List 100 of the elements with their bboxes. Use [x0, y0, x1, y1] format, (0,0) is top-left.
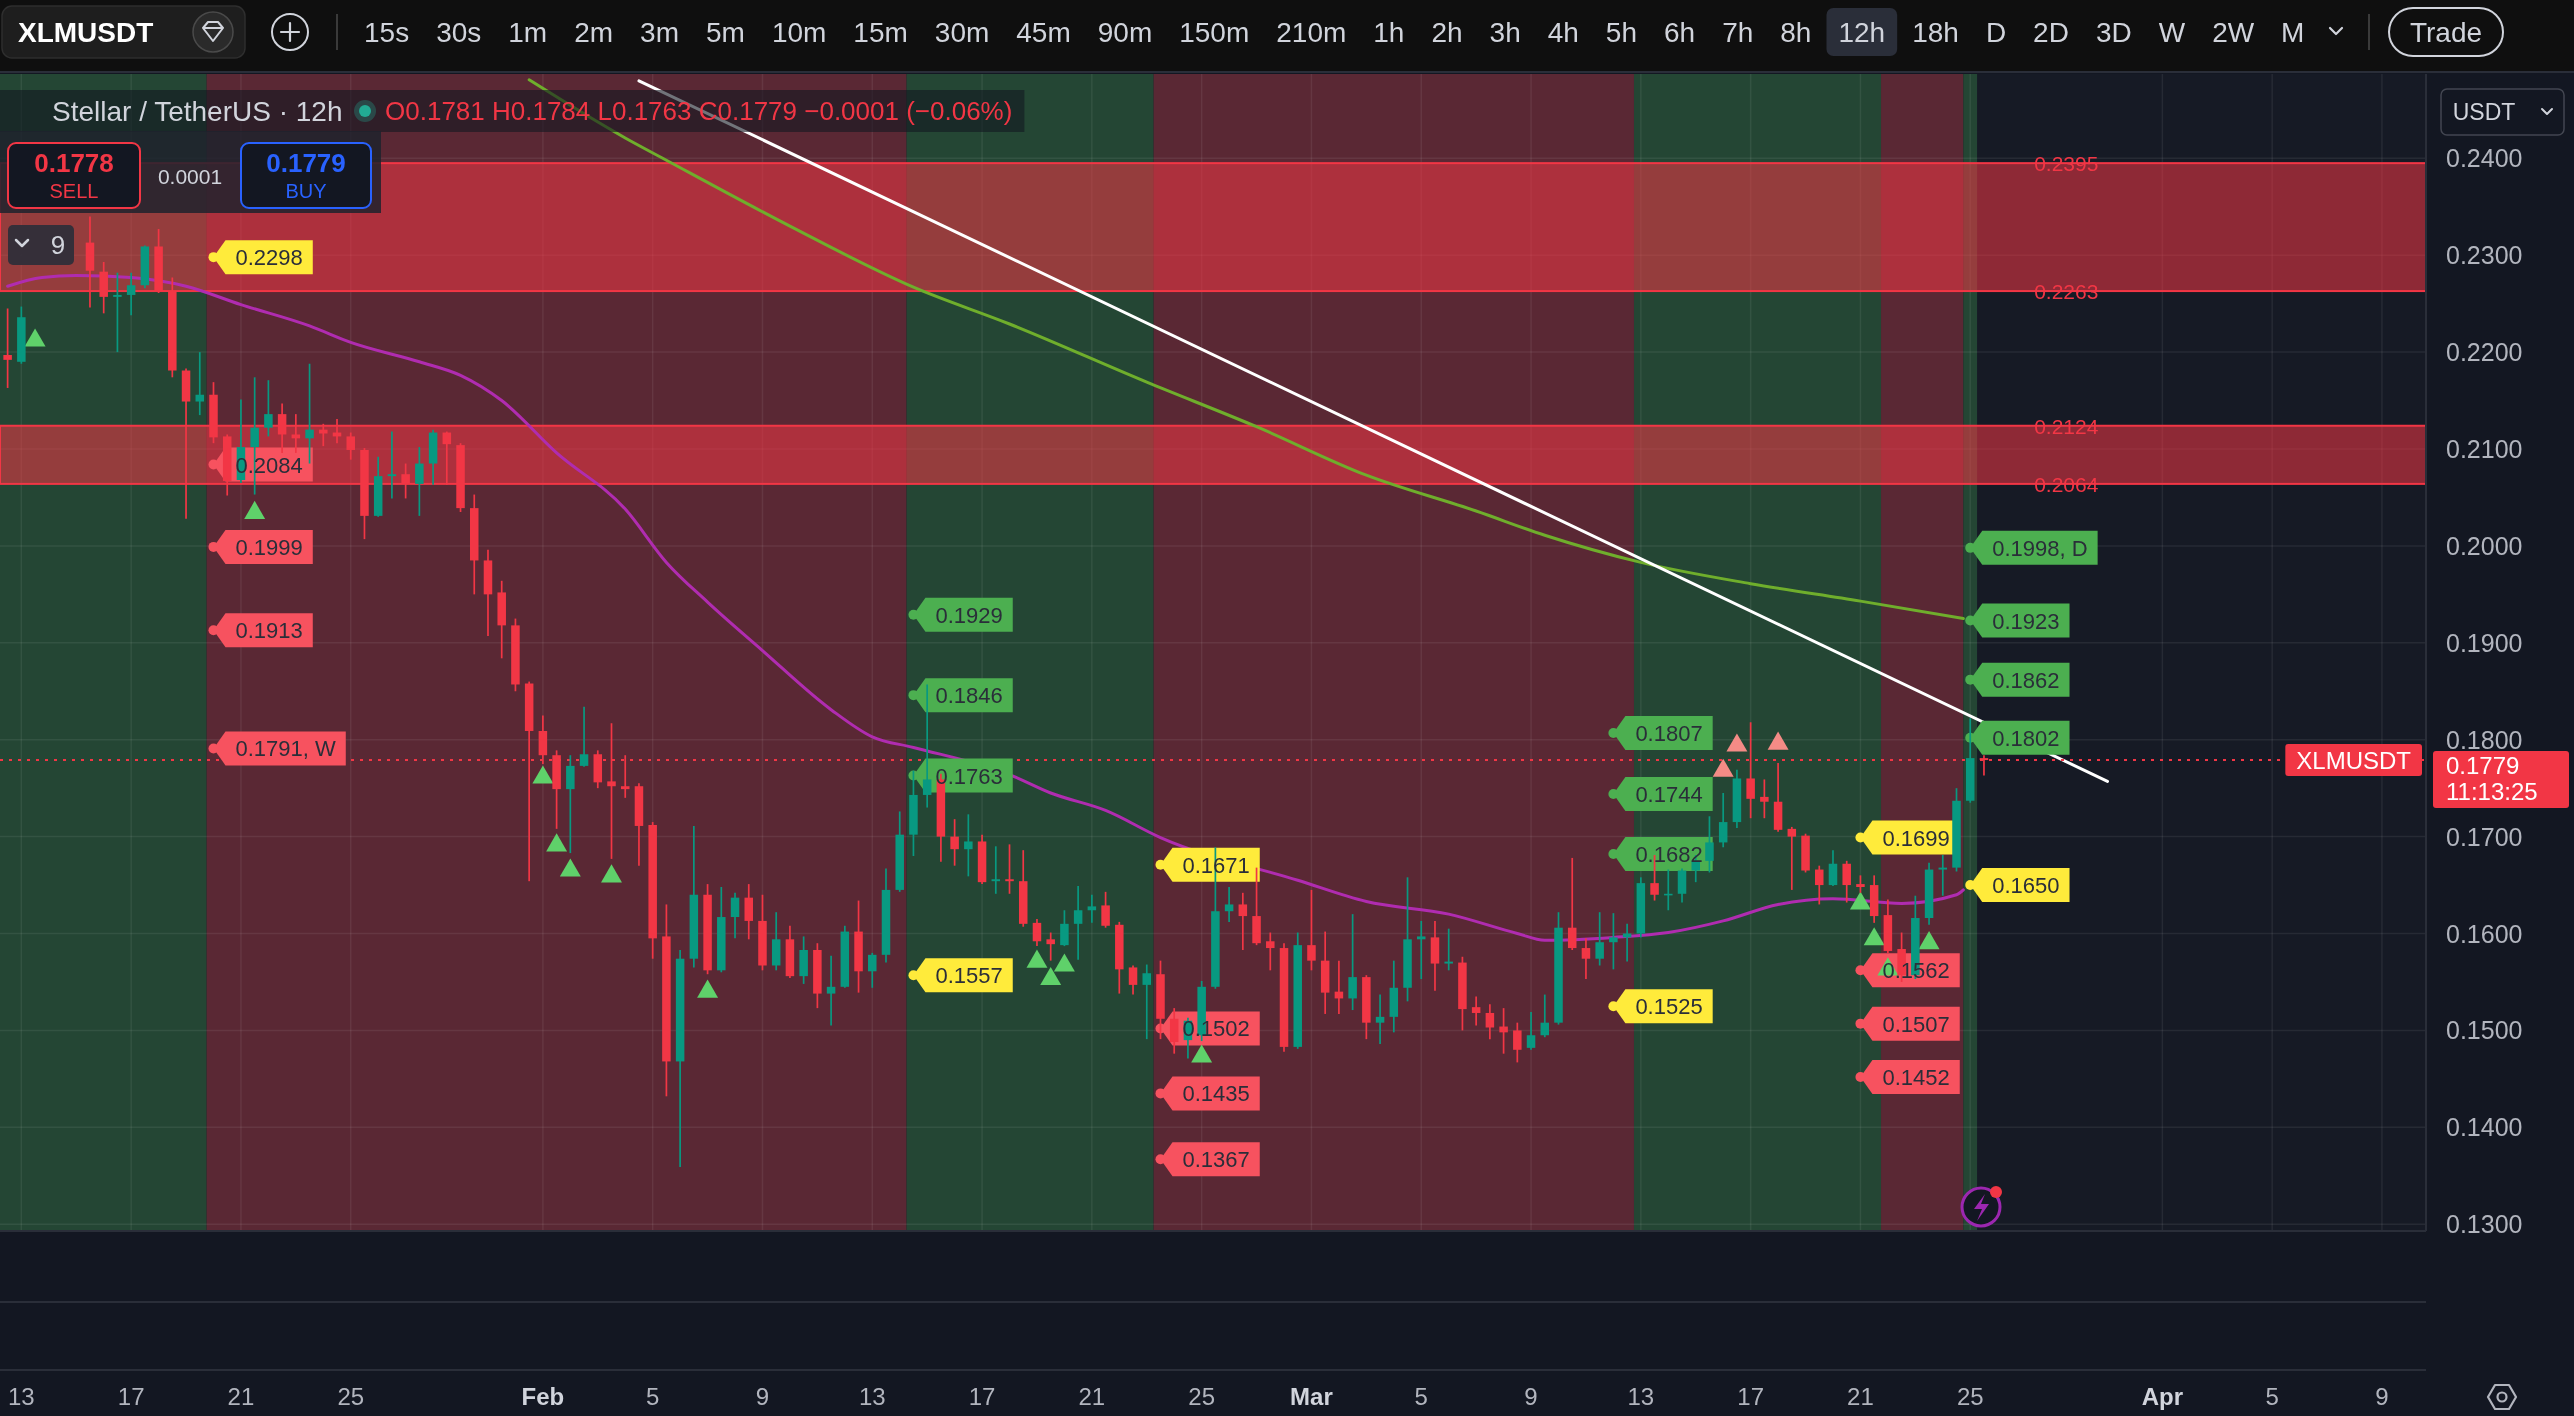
- text: 8h: [1780, 16, 1812, 48]
- candlestick: [1581, 937, 1591, 980]
- annotation: 9: [50, 230, 66, 260]
- text: M: [2281, 16, 2305, 48]
- annotation: 0.1778: [34, 148, 114, 178]
- data-label: 0.1846: [935, 682, 1003, 708]
- candlestick: [387, 430, 397, 500]
- text: D: [1985, 16, 2007, 48]
- x-tick-label: 21: [1847, 1382, 1874, 1410]
- candlestick: [346, 431, 355, 461]
- data-label: 0.1998, D: [1992, 535, 2088, 561]
- candlestick: [1307, 889, 1316, 972]
- annotation: 0.0001: [157, 164, 223, 188]
- candlestick: [579, 705, 589, 768]
- candlestick: [126, 271, 136, 317]
- candlestick: [1101, 891, 1110, 929]
- data-label: 0.2298: [235, 244, 303, 270]
- text: 15s: [363, 16, 410, 48]
- data-label: 0.1507: [1882, 1011, 1950, 1037]
- y-tick-label: 0.1700: [2446, 822, 2523, 851]
- text: 12h: [1838, 16, 1886, 48]
- candlestick: [1485, 1003, 1495, 1040]
- x-tick-label: 17: [1737, 1382, 1764, 1410]
- x-tick-label: Apr: [2141, 1382, 2184, 1410]
- text: 5m: [705, 16, 745, 48]
- candlestick: [195, 351, 205, 416]
- candlestick: [1787, 826, 1797, 891]
- data-label: 0.1802: [1992, 725, 2060, 751]
- candlestick: [1705, 815, 1714, 874]
- x-tick-label: 25: [1188, 1382, 1216, 1410]
- data-label: 0.1791, W: [235, 735, 336, 761]
- data-label: 0.1999: [235, 534, 303, 560]
- x-tick-label: 5: [646, 1382, 660, 1410]
- text: Stellar / TetherUS · 12h: [52, 95, 343, 127]
- text: 5h: [1605, 16, 1638, 48]
- candlestick: [730, 891, 740, 940]
- y-tick-label: 0.1500: [2446, 1016, 2523, 1045]
- candlestick: [1567, 857, 1577, 951]
- y-tick-label: 0.1600: [2446, 919, 2523, 948]
- y-tick-label: 0.2000: [2446, 531, 2523, 560]
- y-tick-label: 0.2200: [2446, 338, 2523, 367]
- data-label: 0.1650: [1992, 872, 2060, 898]
- candlestick: [1005, 843, 1014, 895]
- text: 2W: [2212, 16, 2255, 48]
- candlestick: [1938, 854, 1948, 897]
- data-label: 0.1929: [935, 602, 1003, 628]
- candlestick: [1266, 931, 1275, 972]
- candlestick: [305, 362, 314, 465]
- candlestick: [1718, 792, 1728, 849]
- candlestick: [1677, 867, 1687, 904]
- annotation: BUY: [285, 180, 327, 202]
- x-tick-label: 13: [8, 1382, 35, 1410]
- candlestick: [1595, 911, 1604, 967]
- data-label: 0.1744: [1635, 781, 1703, 807]
- text: 3m: [640, 16, 679, 48]
- chart-title: XLMUSDT: [18, 16, 154, 48]
- y-tick-label: 0.1800: [2446, 725, 2523, 754]
- text: 11:13:25: [2446, 777, 2538, 805]
- candlestick: [1471, 995, 1481, 1027]
- text: 30m: [934, 16, 990, 48]
- x-tick-label: 17: [968, 1382, 996, 1410]
- y-tick-label: 0.1900: [2446, 628, 2523, 657]
- candlestick: [1513, 1021, 1522, 1064]
- candlestick: [1375, 993, 1385, 1045]
- candlestick: [264, 379, 273, 438]
- candlestick: [415, 446, 424, 517]
- text: 3D: [2095, 16, 2132, 48]
- x-tick-label: 25: [337, 1382, 365, 1410]
- annotation: O0.1781 H0.1784 L0.1763 C0.1779 −0.0001 (−0.06%): [385, 96, 1013, 126]
- text: Trade: [2409, 16, 2483, 48]
- x-tick-label: Mar: [1290, 1382, 1333, 1410]
- text: 45m: [1016, 16, 1071, 48]
- text: 2D: [2033, 16, 2069, 48]
- candlestick: [1169, 1007, 1179, 1055]
- text: USDT: [2452, 99, 2516, 125]
- annotation: 0.1779: [266, 148, 346, 178]
- candlestick: [1540, 993, 1550, 1039]
- candlestick: [1348, 913, 1357, 1011]
- data-label: 0.1682: [1635, 841, 1703, 867]
- candlestick: [1087, 893, 1097, 924]
- data-label: 0.1763: [935, 763, 1003, 789]
- candlestick: [113, 271, 122, 353]
- data-label: 0.1452: [1882, 1064, 1950, 1090]
- candlestick: [1760, 778, 1769, 820]
- text: 18h: [1912, 16, 1959, 48]
- candlestick: [826, 954, 836, 1027]
- candlestick: [1032, 918, 1042, 947]
- candlestick: [401, 462, 410, 500]
- candlestick: [291, 413, 301, 454]
- candlestick: [868, 952, 877, 989]
- data-label: 0.1923: [1992, 608, 2060, 634]
- candlestick: [1526, 1011, 1536, 1051]
- ref-line-label: XLMUSDT: [2296, 746, 2412, 774]
- data-label: 0.1557: [935, 962, 1003, 988]
- candlestick: [1142, 963, 1152, 1040]
- candlestick: [744, 883, 753, 941]
- y-tick-label: 0.1400: [2446, 1113, 2523, 1142]
- candlestick: [1444, 927, 1453, 972]
- data-label: 0.1862: [1992, 667, 2060, 693]
- text: W: [2158, 16, 2186, 48]
